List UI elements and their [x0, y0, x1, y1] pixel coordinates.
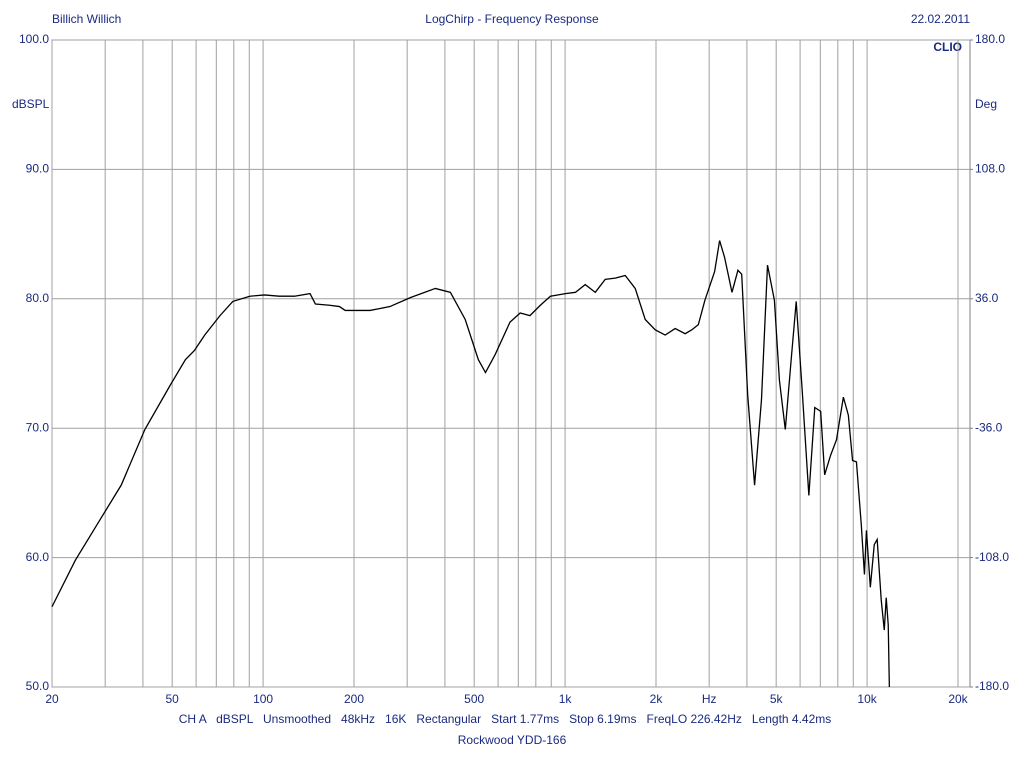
y-tick-label: 60.0 — [26, 550, 50, 564]
x-tick-label: Hz — [702, 692, 717, 706]
x-tick-label: 20 — [45, 692, 59, 706]
x-tick-label: 500 — [464, 692, 484, 706]
y2-tick-label: 180.0 — [975, 32, 1005, 46]
brand: CLIO — [933, 40, 962, 54]
y2-axis-label: Deg — [975, 97, 997, 111]
author: Billich Willich — [52, 12, 121, 26]
y2-tick-label: -36.0 — [975, 420, 1003, 434]
plot-frame — [51, 39, 971, 688]
y2-tick-label: -108.0 — [975, 550, 1009, 564]
x-tick-label: 1k — [559, 692, 573, 706]
x-tick-label: 10k — [857, 692, 877, 706]
y-tick-label: 90.0 — [26, 162, 50, 176]
y2-tick-label: 36.0 — [975, 291, 999, 305]
y-tick-label: 70.0 — [26, 420, 50, 434]
y-tick-label: 80.0 — [26, 291, 50, 305]
footer: CH A dBSPL Unsmoothed 48kHz 16K Rectangu… — [179, 712, 832, 726]
subtitle: Rockwood YDD-166 — [458, 733, 567, 747]
x-tick-label: 200 — [344, 692, 364, 706]
x-tick-label: 2k — [650, 692, 664, 706]
y2-tick-label: 108.0 — [975, 162, 1005, 176]
x-tick-label: 5k — [770, 692, 784, 706]
chart-title: LogChirp - Frequency Response — [425, 12, 599, 26]
data-line — [51, 240, 890, 688]
date: 22.02.2011 — [911, 12, 970, 26]
x-tick-label: 20k — [948, 692, 968, 706]
y-axis-label: dBSPL — [12, 97, 50, 111]
x-tick-label: 50 — [165, 692, 179, 706]
y-tick-label: 50.0 — [26, 679, 50, 693]
x-tick-label: 100 — [253, 692, 273, 706]
y-tick-label: 100.0 — [19, 32, 49, 46]
y2-tick-label: -180.0 — [975, 679, 1009, 693]
